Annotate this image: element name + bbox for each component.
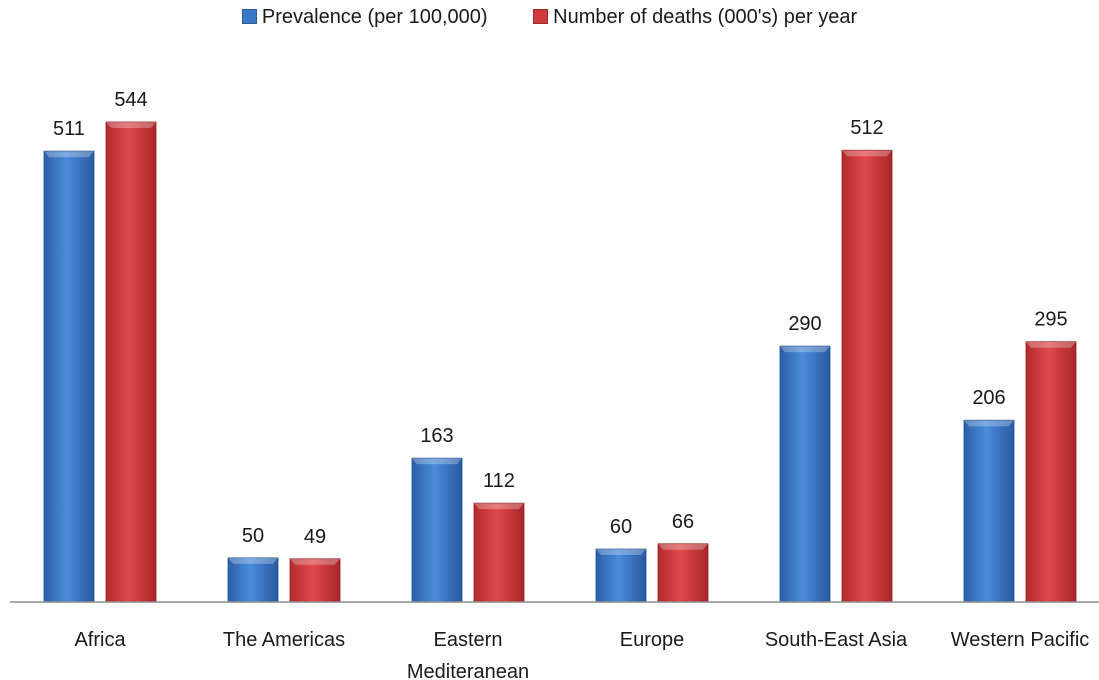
category-label-2-line-0: Eastern <box>434 629 503 651</box>
category-label-0: Africa <box>74 629 126 651</box>
bar-prevalence-5 <box>963 419 1015 603</box>
legend-item-prevalence: Prevalence (per 100,000) <box>241 6 488 29</box>
bar-deaths-5 <box>1025 341 1077 603</box>
bar-deaths-4 <box>841 149 893 603</box>
legend-swatch-deaths <box>533 9 549 25</box>
data-label-prevalence-3: 60 <box>610 516 632 538</box>
bar-deaths-0 <box>105 121 157 603</box>
data-label-prevalence-2: 163 <box>420 425 453 447</box>
bar-deaths-3 <box>657 543 709 603</box>
bar-bevel-0-4 <box>780 346 830 353</box>
bar-bevel-0-2 <box>412 458 462 465</box>
chart-legend: Prevalence (per 100,000) Number of death… <box>0 6 1099 29</box>
data-label-deaths-1: 49 <box>304 526 326 548</box>
data-label-prevalence-0: 511 <box>53 118 85 140</box>
category-label-2-line-1: Mediteranean <box>407 661 529 680</box>
bar-bevel-1-1 <box>290 558 340 565</box>
data-labels-group: 511 544 50 49 163 112 60 66 290 512 206 295 <box>53 89 1068 548</box>
bar-bevel-1-3 <box>658 543 708 550</box>
bar-bevel-0-5 <box>964 420 1014 427</box>
bar-bevel-0-0 <box>44 151 94 158</box>
bar-prevalence-2 <box>411 457 463 603</box>
data-label-deaths-2: 112 <box>483 470 515 492</box>
category-label-1: The Americas <box>223 629 345 651</box>
data-label-deaths-3: 66 <box>672 511 694 533</box>
bar-prevalence-4 <box>779 345 831 603</box>
legend-item-deaths: Number of deaths (000's) per year <box>533 6 857 29</box>
data-label-deaths-0: 544 <box>114 89 147 111</box>
bar-deaths-2 <box>473 502 525 603</box>
legend-label-prevalence: Prevalence (per 100,000) <box>261 6 488 29</box>
category-labels-group: Africa The Americas Eastern Mediteranean Eur… <box>74 629 1089 680</box>
bar-prevalence-1 <box>227 557 279 603</box>
category-label-3: Europe <box>620 629 685 651</box>
bar-bevel-1-2 <box>474 503 524 510</box>
legend-label-deaths: Number of deaths (000's) per year <box>553 6 858 29</box>
category-label-5: Western Pacific <box>951 629 1090 651</box>
data-label-deaths-5: 295 <box>1034 309 1067 331</box>
bars-group <box>43 121 1077 603</box>
bar-prevalence-0 <box>43 150 95 603</box>
bar-bevel-1-0 <box>106 122 156 128</box>
data-label-prevalence-4: 290 <box>788 313 821 335</box>
data-label-prevalence-1: 50 <box>242 525 264 547</box>
bar-bevel-0-1 <box>228 557 278 564</box>
data-label-prevalence-5: 206 <box>972 387 1005 409</box>
category-label-4: South-East Asia <box>765 629 908 651</box>
bar-deaths-1 <box>289 558 341 603</box>
bar-bevel-1-4 <box>842 150 892 157</box>
bar-prevalence-3 <box>595 548 647 603</box>
data-label-deaths-4: 512 <box>850 117 883 139</box>
bar-bevel-1-5 <box>1026 341 1076 348</box>
bar-bevel-0-3 <box>596 549 646 556</box>
legend-swatch-prevalence <box>241 9 257 25</box>
